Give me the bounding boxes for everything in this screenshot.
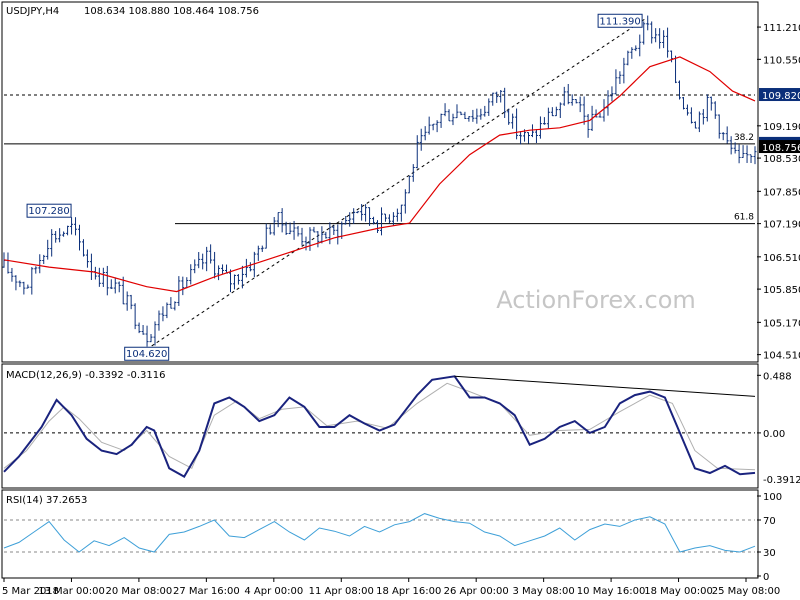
y-tick-label: 70: [763, 516, 776, 527]
x-tick-label: 27 Mar 16:00: [173, 586, 240, 597]
y-tick-label: 108.530: [763, 154, 800, 165]
rsi-layer: 100 70 30 0: [3, 492, 782, 583]
x-tick-label: 4 Apr 00:00: [244, 586, 303, 597]
y-tick-label: 111.210: [763, 23, 800, 34]
uptrend-line: [146, 17, 647, 350]
price-tag-box: [759, 88, 800, 102]
price-tag-label: 108.756: [762, 143, 800, 154]
y-tick-label: 104.510: [763, 351, 800, 362]
macd-last-value: -0.3912: [763, 475, 800, 486]
y-tick-label: 106.510: [763, 253, 800, 264]
price-annotation-label: 111.390: [599, 16, 640, 27]
y-tick-label: 100: [763, 492, 782, 503]
y-tick-label: 30: [763, 548, 776, 559]
x-tick-label: 3 May 08:00: [513, 586, 575, 597]
y-tick-label: 0: [763, 572, 769, 583]
y-tick-label: 107.850: [763, 187, 800, 198]
price-title: USDJPY,H4: [6, 6, 59, 17]
watermark: ActionForex.com: [496, 286, 696, 314]
price-annotation-box: [597, 13, 643, 28]
moving-average-line: [3, 56, 756, 293]
macd-layer: 0.488 0.00 -0.3912: [3, 371, 800, 486]
x-tick-label: 5 Mar 2018: [2, 586, 59, 597]
price-panel-frame: [1, 1, 759, 363]
x-tick-label: 26 Apr 00:00: [444, 586, 509, 597]
price-annotation-label: 104.620: [126, 349, 167, 360]
macd-signal-line: [3, 382, 756, 471]
y-tick-label: 107.190: [763, 220, 800, 231]
y-tick-label: 105.170: [763, 318, 800, 329]
y-tick-label: 0.00: [763, 429, 785, 440]
x-tick-label: 13 Mar 00:00: [38, 586, 105, 597]
price-tag-label: 109.820: [762, 91, 800, 102]
macd-panel-frame: [1, 363, 759, 489]
x-tick-label: 10 May 16:00: [577, 586, 646, 597]
fib-level-label: 38.2: [734, 133, 754, 143]
x-tick-label: 18 Apr 16:00: [376, 586, 441, 597]
x-tick-label: 25 May 08:00: [712, 586, 781, 597]
price-annotation-box: [124, 346, 170, 361]
rsi-line: [3, 513, 756, 553]
fib-level-label: 61.8: [734, 213, 754, 223]
price-annotation-label: 107.280: [28, 206, 69, 217]
macd-line: [3, 375, 756, 478]
rsi-panel-frame: [1, 489, 759, 579]
ohlc-text: 108.634 108.880 108.464 108.756: [84, 6, 259, 17]
y-tick-label: 0.488: [763, 371, 792, 382]
price-layer: 38.2 61.8 111.390 107.280 104.620 111.210 110.…: [2, 13, 800, 362]
macd-trendline: [454, 375, 756, 397]
y-tick-label: 110.550: [763, 55, 800, 66]
macd-title: MACD(12,26,9) -0.3392 -0.3116: [6, 370, 166, 381]
x-tick-label: 18 May 00:00: [644, 586, 713, 597]
price-tag-box: [759, 140, 800, 154]
price-annotation-box: [26, 203, 72, 218]
rsi-title: RSI(14) 37.2653: [6, 495, 87, 506]
x-tick-label: 20 Mar 08:00: [106, 586, 173, 597]
y-tick-label: 105.850: [763, 285, 800, 296]
y-tick-label: 109.190: [763, 122, 800, 133]
x-tick-label: 11 Apr 08:00: [309, 586, 374, 597]
